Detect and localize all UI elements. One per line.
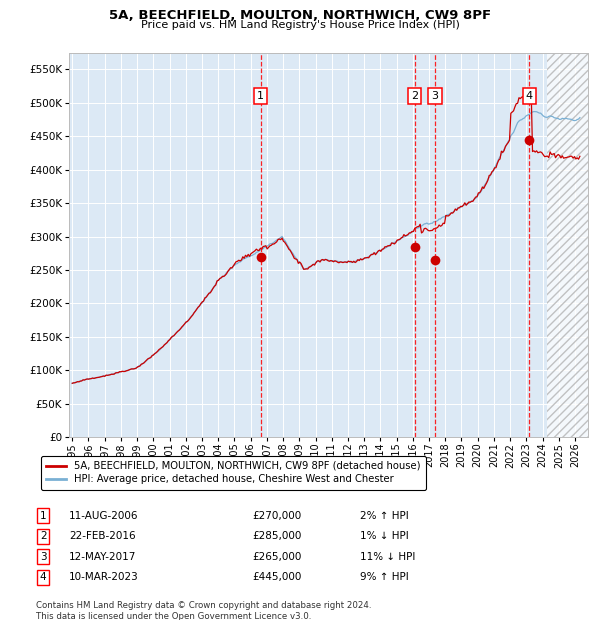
Text: 1: 1 xyxy=(257,91,264,101)
Text: 5A, BEECHFIELD, MOULTON, NORTHWICH, CW9 8PF: 5A, BEECHFIELD, MOULTON, NORTHWICH, CW9 … xyxy=(109,9,491,22)
Text: £265,000: £265,000 xyxy=(252,552,301,562)
Bar xyxy=(547,33,588,437)
Text: 2% ↑ HPI: 2% ↑ HPI xyxy=(360,511,409,521)
Text: 22-FEB-2016: 22-FEB-2016 xyxy=(69,531,136,541)
Text: £445,000: £445,000 xyxy=(252,572,301,582)
Text: £270,000: £270,000 xyxy=(252,511,301,521)
Text: Contains HM Land Registry data © Crown copyright and database right 2024.
This d: Contains HM Land Registry data © Crown c… xyxy=(36,601,371,620)
Text: 11% ↓ HPI: 11% ↓ HPI xyxy=(360,552,415,562)
Text: 3: 3 xyxy=(40,552,47,562)
Text: 1: 1 xyxy=(40,511,47,521)
Text: £285,000: £285,000 xyxy=(252,531,301,541)
Text: 3: 3 xyxy=(431,91,439,101)
Text: Price paid vs. HM Land Registry's House Price Index (HPI): Price paid vs. HM Land Registry's House … xyxy=(140,20,460,30)
Text: 12-MAY-2017: 12-MAY-2017 xyxy=(69,552,136,562)
Text: 4: 4 xyxy=(40,572,47,582)
Text: 2: 2 xyxy=(411,91,418,101)
Text: 9% ↑ HPI: 9% ↑ HPI xyxy=(360,572,409,582)
Text: 1% ↓ HPI: 1% ↓ HPI xyxy=(360,531,409,541)
Text: 11-AUG-2006: 11-AUG-2006 xyxy=(69,511,139,521)
Text: 10-MAR-2023: 10-MAR-2023 xyxy=(69,572,139,582)
Legend: 5A, BEECHFIELD, MOULTON, NORTHWICH, CW9 8PF (detached house), HPI: Average price: 5A, BEECHFIELD, MOULTON, NORTHWICH, CW9 … xyxy=(41,456,425,490)
Text: 4: 4 xyxy=(526,91,533,101)
Text: 2: 2 xyxy=(40,531,47,541)
